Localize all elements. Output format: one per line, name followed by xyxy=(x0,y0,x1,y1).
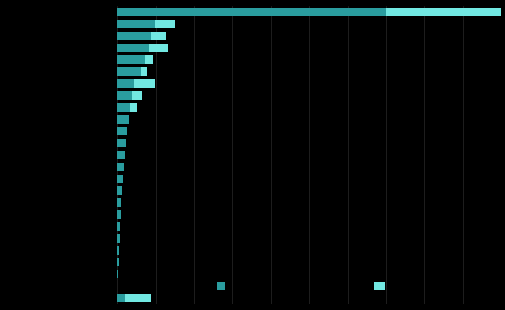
Bar xyxy=(117,79,133,88)
Bar xyxy=(117,258,118,266)
Bar xyxy=(117,175,123,183)
Bar xyxy=(117,163,123,171)
Bar xyxy=(117,8,385,16)
Bar xyxy=(117,91,132,100)
Bar xyxy=(117,103,130,112)
Bar xyxy=(130,103,137,112)
Bar xyxy=(140,67,147,76)
Bar xyxy=(117,67,140,76)
Bar xyxy=(124,294,150,302)
Bar xyxy=(117,294,124,302)
Bar xyxy=(117,246,119,255)
Bar xyxy=(145,55,153,64)
Bar xyxy=(117,222,120,231)
Bar xyxy=(117,20,155,28)
Bar xyxy=(133,79,155,88)
Bar xyxy=(117,210,121,219)
Bar xyxy=(385,8,500,16)
Bar xyxy=(117,115,128,124)
Bar xyxy=(132,91,141,100)
Bar xyxy=(117,55,145,64)
Bar xyxy=(374,282,384,290)
Bar xyxy=(117,32,151,40)
Bar xyxy=(117,127,127,135)
Bar xyxy=(117,186,122,195)
Bar xyxy=(217,282,224,290)
Bar xyxy=(117,151,124,159)
Bar xyxy=(155,20,175,28)
Bar xyxy=(117,44,149,52)
Bar xyxy=(149,44,167,52)
Bar xyxy=(151,32,166,40)
Bar xyxy=(117,139,125,147)
Bar xyxy=(117,270,118,278)
Bar xyxy=(117,234,119,243)
Bar xyxy=(117,198,121,207)
